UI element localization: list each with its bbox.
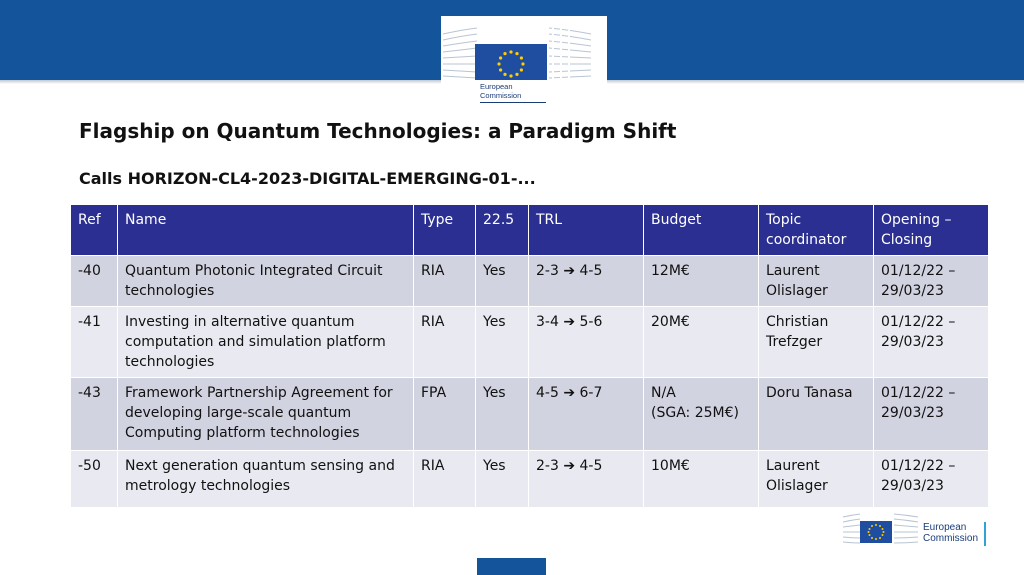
footer-logo-text: European Commission xyxy=(923,522,989,544)
ec-logo-underline xyxy=(480,102,546,103)
closing-date: 29/03/23 xyxy=(881,405,944,421)
table-row: -50 Next generation quantum sensing and … xyxy=(70,450,989,508)
trl-to: 6-7 xyxy=(579,385,603,401)
column-header-22-5: 22.5 xyxy=(475,204,529,256)
budget-value: 20M€ xyxy=(651,314,690,330)
cell-ref: -41 xyxy=(70,306,118,378)
table-row: -41 Investing in alternative quantum com… xyxy=(70,306,989,378)
arrow-right-icon: ➔ xyxy=(563,263,576,279)
footer-logo-line1: European xyxy=(923,522,967,533)
page-subtitle: Calls HORIZON-CL4-2023-DIGITAL-EMERGING-… xyxy=(79,169,536,188)
arrow-right-icon: ➔ xyxy=(563,314,576,330)
budget-value: N/A xyxy=(651,385,676,401)
opening-date: 01/12/22 – xyxy=(881,263,956,279)
cell-budget: 10M€ xyxy=(643,450,759,508)
opening-date: 01/12/22 – xyxy=(881,458,956,474)
ec-logo: European Commission xyxy=(441,16,607,106)
cell-ref: -43 xyxy=(70,377,118,451)
trl-to: 4-5 xyxy=(579,458,603,474)
column-header-ref: Ref xyxy=(70,204,118,256)
footer-logo-accent-bar xyxy=(984,522,986,546)
opening-date: 01/12/22 – xyxy=(881,385,956,401)
budget-value: 12M€ xyxy=(651,263,690,279)
cell-type: FPA xyxy=(413,377,476,451)
cell-trl: 4-5 ➔ 6-7 xyxy=(528,377,644,451)
column-header-name: Name xyxy=(117,204,414,256)
cell-name: Framework Partnership Agreement for deve… xyxy=(117,377,414,451)
cell-coordinator: Christian Trefzger xyxy=(758,306,874,378)
ec-logo-text: European Commission xyxy=(480,82,550,100)
page-title: Flagship on Quantum Technologies: a Para… xyxy=(79,119,677,143)
cell-budget: 20M€ xyxy=(643,306,759,378)
cell-coordinator: Doru Tanasa xyxy=(758,377,874,451)
table-row: -43 Framework Partnership Agreement for … xyxy=(70,377,989,451)
eu-flag-icon xyxy=(860,521,892,543)
ec-logo-line2: Commission xyxy=(480,90,522,100)
calls-table: Ref Name Type 22.5 TRL Budget Topic coor… xyxy=(70,204,989,508)
cell-opening-closing: 01/12/22 – 29/03/23 xyxy=(873,255,989,307)
cell-name: Quantum Photonic Integrated Circuit tech… xyxy=(117,255,414,307)
cell-coordinator: Laurent Olislager xyxy=(758,450,874,508)
trl-from: 3-4 xyxy=(536,314,559,330)
cell-name: Investing in alternative quantum computa… xyxy=(117,306,414,378)
closing-date: 29/03/23 xyxy=(881,283,944,299)
table-header-row: Ref Name Type 22.5 TRL Budget Topic coor… xyxy=(70,204,989,256)
column-header-opening-closing: Opening – Closing xyxy=(873,204,989,256)
cell-type: RIA xyxy=(413,450,476,508)
ec-logo-line1: European xyxy=(480,82,513,91)
cell-name: Next generation quantum sensing and metr… xyxy=(117,450,414,508)
footer-logo-line2: Commission xyxy=(923,533,979,544)
cell-trl: 2-3 ➔ 4-5 xyxy=(528,450,644,508)
trl-to: 5-6 xyxy=(579,314,603,330)
cell-budget: N/A (SGA: 25M€) xyxy=(643,377,759,451)
cell-coordinator: Laurent Olislager xyxy=(758,255,874,307)
ec-building-icon xyxy=(442,20,592,80)
bottom-brand-tab xyxy=(477,558,546,575)
footer-ec-logo: European Commission xyxy=(842,507,992,547)
cell-type: RIA xyxy=(413,255,476,307)
cell-trl: 3-4 ➔ 5-6 xyxy=(528,306,644,378)
column-header-budget: Budget xyxy=(643,204,759,256)
cell-ref: -40 xyxy=(70,255,118,307)
budget-value: 10M€ xyxy=(651,458,690,474)
eu-stars-icon xyxy=(497,50,525,78)
closing-date: 29/03/23 xyxy=(881,334,944,350)
table-row: -40 Quantum Photonic Integrated Circuit … xyxy=(70,255,989,307)
ec-building-icon xyxy=(842,513,919,544)
cell-budget: 12M€ xyxy=(643,255,759,307)
budget-note: (SGA: 25M€) xyxy=(651,405,739,421)
column-header-trl: TRL xyxy=(528,204,644,256)
cell-trl: 2-3 ➔ 4-5 xyxy=(528,255,644,307)
cell-opening-closing: 01/12/22 – 29/03/23 xyxy=(873,450,989,508)
arrow-right-icon: ➔ xyxy=(563,458,576,474)
cell-type: RIA xyxy=(413,306,476,378)
eu-stars-icon xyxy=(867,524,885,540)
column-header-topic-coordinator: Topic coordinator xyxy=(758,204,874,256)
trl-from: 2-3 xyxy=(536,458,559,474)
eu-flag-icon xyxy=(475,44,547,80)
trl-to: 4-5 xyxy=(579,263,603,279)
arrow-right-icon: ➔ xyxy=(563,385,576,401)
opening-date: 01/12/22 – xyxy=(881,314,956,330)
cell-ref: -50 xyxy=(70,450,118,508)
closing-date: 29/03/23 xyxy=(881,478,944,494)
cell-22-5: Yes xyxy=(475,306,529,378)
cell-opening-closing: 01/12/22 – 29/03/23 xyxy=(873,377,989,451)
cell-22-5: Yes xyxy=(475,377,529,451)
cell-22-5: Yes xyxy=(475,255,529,307)
cell-22-5: Yes xyxy=(475,450,529,508)
cell-opening-closing: 01/12/22 – 29/03/23 xyxy=(873,306,989,378)
column-header-type: Type xyxy=(413,204,476,256)
trl-from: 4-5 xyxy=(536,385,559,401)
trl-from: 2-3 xyxy=(536,263,559,279)
